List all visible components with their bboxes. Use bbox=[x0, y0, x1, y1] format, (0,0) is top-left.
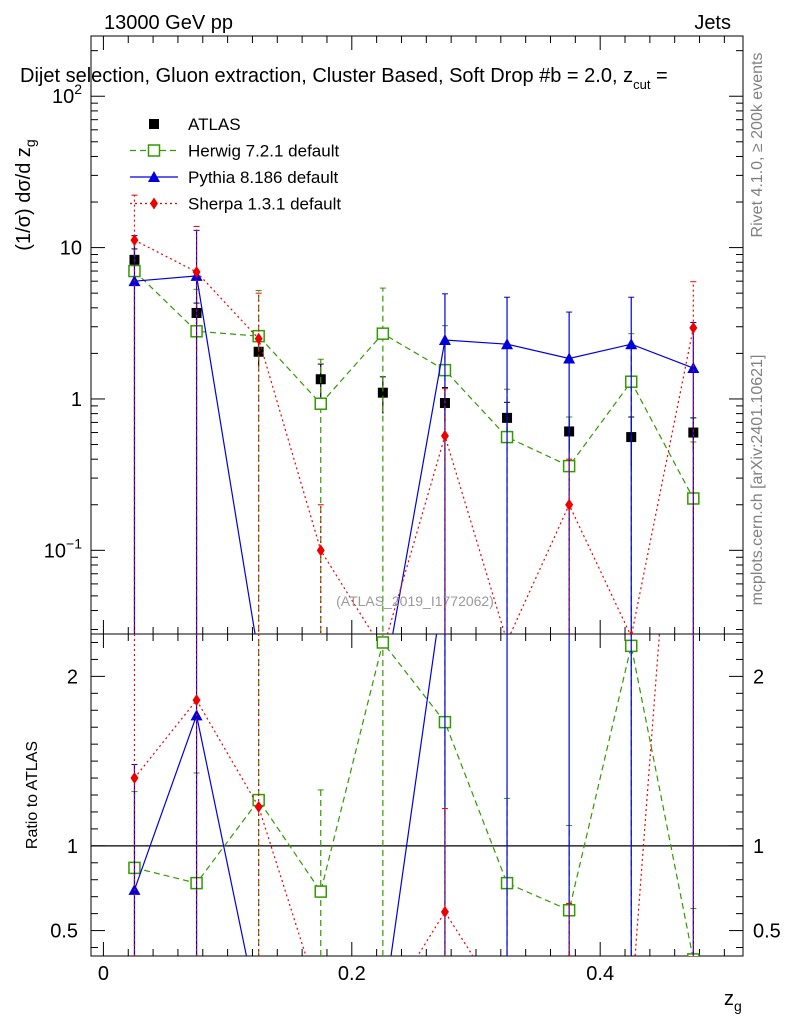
main-y-tick-label: 10−1 bbox=[44, 535, 82, 562]
ratio-sherpa-point bbox=[130, 772, 139, 785]
main-pythia-point bbox=[438, 334, 451, 346]
main-sherpa-point bbox=[440, 429, 449, 442]
legend-label-pythia: Pythia 8.186 default bbox=[188, 168, 339, 187]
main-pythia-point bbox=[687, 362, 700, 374]
ratio-pythia-point bbox=[315, 1008, 327, 1019]
header-right: Jets bbox=[694, 12, 731, 34]
ratio-sherpa-point bbox=[379, 1006, 387, 1018]
main-data-point bbox=[253, 346, 264, 357]
ratio-herwig-line bbox=[134, 641, 694, 956]
ratio-sherpa-point bbox=[317, 997, 325, 1009]
legend-marker-sherpa bbox=[150, 197, 158, 210]
ratio-y-tick-label-right: 1 bbox=[753, 836, 764, 858]
ratio-y-tick-label-right: 2 bbox=[753, 666, 764, 688]
main-y-tick-label: 1 bbox=[71, 389, 82, 411]
legend-label-data: ATLAS bbox=[188, 115, 241, 134]
legend-label-herwig: Herwig 7.2.1 default bbox=[188, 142, 339, 161]
watermark: (ATLAS_2019_I1772062) bbox=[336, 593, 494, 609]
x-tick-label: 0.4 bbox=[586, 963, 614, 985]
header-left: 13000 GeV pp bbox=[104, 12, 233, 34]
ratio-series-layer bbox=[91, 179, 743, 1020]
main-herwig-point bbox=[376, 327, 390, 340]
ratio-herwig-point bbox=[314, 885, 328, 898]
main-sherpa-point bbox=[565, 498, 574, 511]
y-axis-label: (1/σ) dσ/d zg bbox=[13, 139, 38, 250]
side-label-rivet: Rivet 4.1.0, ≥ 200k events bbox=[749, 53, 766, 238]
ratio-plot-frame bbox=[90, 633, 744, 957]
legend-label-sherpa: Sherpa 1.3.1 default bbox=[188, 195, 341, 214]
ratio-sherpa-line bbox=[133, 634, 661, 956]
x-axis-label: zg bbox=[724, 988, 742, 1014]
main-sherpa-point bbox=[628, 630, 634, 634]
main-series-layer bbox=[128, 194, 700, 680]
main-sherpa-point bbox=[316, 544, 325, 557]
side-label-mcplots: mcplots.cern.ch [arXiv:2401.10621] bbox=[749, 355, 766, 606]
ratio-sherpa-point bbox=[503, 1004, 511, 1016]
ratio-axis-ticks: 0.5 1 2 0.5 1 2 0 0.2 0.4 bbox=[50, 634, 781, 985]
ratio-sherpa-point bbox=[689, 179, 697, 191]
main-pythia-point bbox=[501, 338, 514, 350]
legend-marker-herwig bbox=[147, 144, 161, 157]
main-axis-ticks: 10−1 1 10 102 bbox=[44, 36, 743, 634]
ratio-sherpa-point bbox=[567, 953, 571, 956]
main-data-point bbox=[377, 387, 388, 398]
x-tick-label: 0.2 bbox=[338, 963, 366, 985]
main-sherpa-point bbox=[192, 265, 201, 278]
plot-title: Dijet selection, Gluon extraction, Clust… bbox=[20, 65, 668, 92]
legend: ATLAS Herwig 7.2.1 default Pythia 8.186 de… bbox=[130, 115, 341, 214]
main-y-tick-label: 10 bbox=[60, 238, 82, 260]
ratio-herwig-point bbox=[376, 636, 390, 649]
main-sherpa-point bbox=[254, 332, 263, 345]
ratio-y-tick-label: 1 bbox=[67, 836, 78, 858]
main-herwig-line bbox=[134, 270, 694, 499]
ratio-y-tick-label-right: 0.5 bbox=[753, 921, 781, 943]
ratio-sherpa-point bbox=[192, 694, 201, 707]
ratio-y-tick-label: 2 bbox=[67, 666, 78, 688]
main-pythia-point bbox=[563, 352, 576, 364]
main-herwig-point bbox=[314, 397, 328, 410]
ratio-y-label: Ratio to ATLAS bbox=[24, 741, 41, 849]
legend-marker-pythia bbox=[148, 171, 160, 182]
ratio-pythia-point bbox=[377, 1008, 389, 1019]
ratio-y-tick-label: 0.5 bbox=[50, 921, 78, 943]
ratio-sherpa-point bbox=[254, 800, 263, 813]
main-pythia-line bbox=[134, 275, 694, 634]
legend-marker-data bbox=[149, 119, 159, 129]
ratio-pythia-point bbox=[253, 1009, 265, 1020]
ratio-pythia-line bbox=[133, 634, 438, 956]
main-pythia-point bbox=[315, 669, 327, 680]
main-y-tick-label: 102 bbox=[52, 81, 82, 108]
main-pythia-point bbox=[625, 338, 638, 350]
ratio-sherpa-point bbox=[627, 1001, 635, 1013]
main-sherpa-point bbox=[689, 321, 698, 334]
ratio-sherpa-point bbox=[440, 905, 449, 918]
x-tick-label: 0 bbox=[98, 963, 109, 985]
main-sherpa-point bbox=[130, 234, 139, 247]
main-sherpa-line bbox=[134, 239, 694, 634]
